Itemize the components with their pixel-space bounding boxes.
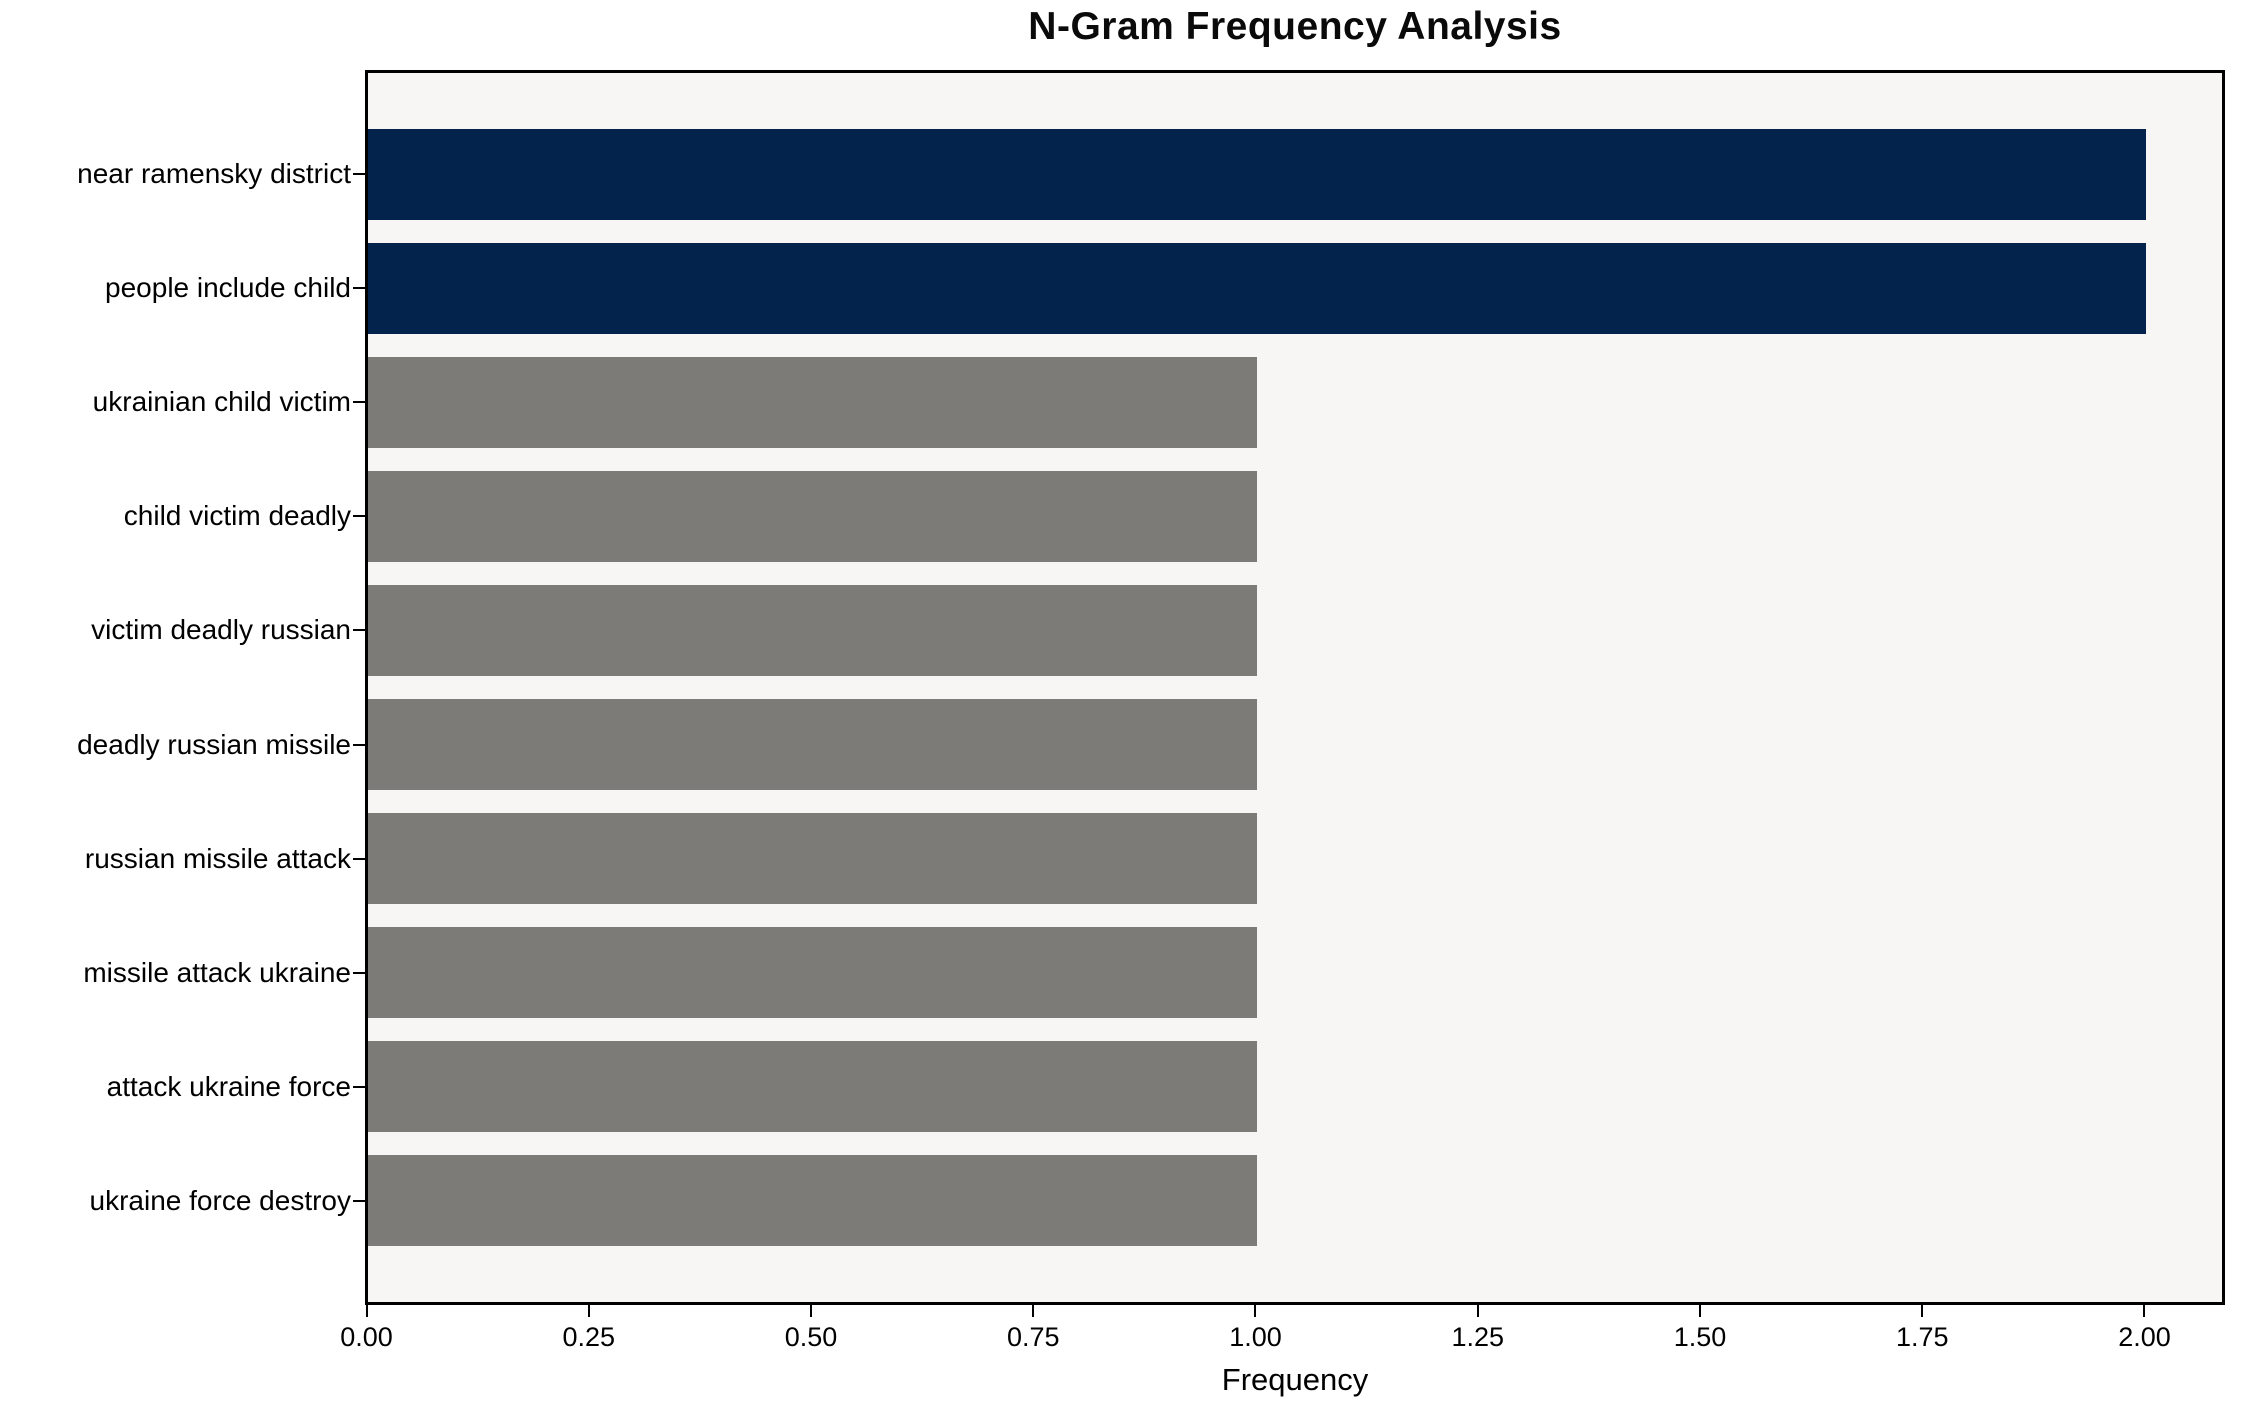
bar <box>368 356 1257 449</box>
bar <box>368 128 2146 221</box>
bar <box>368 1040 1257 1133</box>
x-tick-label: 1.50 <box>1673 1322 1727 1352</box>
x-tick-mark <box>2143 1305 2146 1317</box>
x-axis-label: Frequency <box>1221 1362 1369 1397</box>
y-tick-mark <box>353 971 365 974</box>
y-tick-label: ukrainian child victim <box>92 386 351 418</box>
bar <box>368 242 2146 335</box>
x-tick-mark <box>365 1305 368 1317</box>
bar <box>368 812 1257 905</box>
x-tick-label: 1.00 <box>1229 1322 1282 1352</box>
y-tick-mark <box>353 743 365 746</box>
y-tick-label: attack ukraine force <box>106 1070 351 1102</box>
x-tick-label: 0.75 <box>1006 1322 1060 1352</box>
y-tick-label: people include child <box>105 272 351 304</box>
y-tick-mark <box>353 1085 365 1088</box>
bar <box>368 584 1257 677</box>
y-tick-mark <box>353 1199 365 1202</box>
x-tick-mark <box>1032 1305 1035 1317</box>
y-tick-mark <box>353 857 365 860</box>
y-tick-label: victim deadly russian <box>91 614 351 646</box>
y-tick-label: deadly russian missile <box>77 728 351 760</box>
y-tick-mark <box>353 287 365 290</box>
y-tick-mark <box>353 629 365 632</box>
x-tick-label: 0.50 <box>784 1322 838 1352</box>
x-tick-mark <box>1921 1305 1924 1317</box>
x-tick-label: 1.75 <box>1895 1322 1949 1352</box>
y-tick-label: russian missile attack <box>84 842 351 874</box>
bar <box>368 926 1257 1019</box>
y-tick-mark <box>353 401 365 404</box>
x-tick-mark <box>1476 1305 1479 1317</box>
x-tick-mark <box>587 1305 590 1317</box>
x-tick-mark <box>1698 1305 1701 1317</box>
y-tick-label: ukraine force destroy <box>89 1184 351 1216</box>
bar <box>368 1154 1257 1247</box>
x-tick-label: 1.25 <box>1451 1322 1505 1352</box>
y-tick-label: near ramensky district <box>77 158 351 190</box>
y-tick-mark <box>353 173 365 176</box>
x-tick-label: 0.00 <box>340 1322 393 1352</box>
y-tick-label: missile attack ukraine <box>83 956 351 988</box>
x-tick-mark <box>1254 1305 1257 1317</box>
x-tick-label: 0.25 <box>562 1322 616 1352</box>
x-tick-mark <box>809 1305 812 1317</box>
y-tick-label: child victim deadly <box>123 500 351 532</box>
y-tick-mark <box>353 515 365 518</box>
bar <box>368 698 1257 791</box>
plot-area <box>365 70 2225 1305</box>
bar <box>368 470 1257 563</box>
x-tick-label: 2.00 <box>2118 1322 2171 1352</box>
chart-title: N-Gram Frequency Analysis <box>1028 5 1562 48</box>
